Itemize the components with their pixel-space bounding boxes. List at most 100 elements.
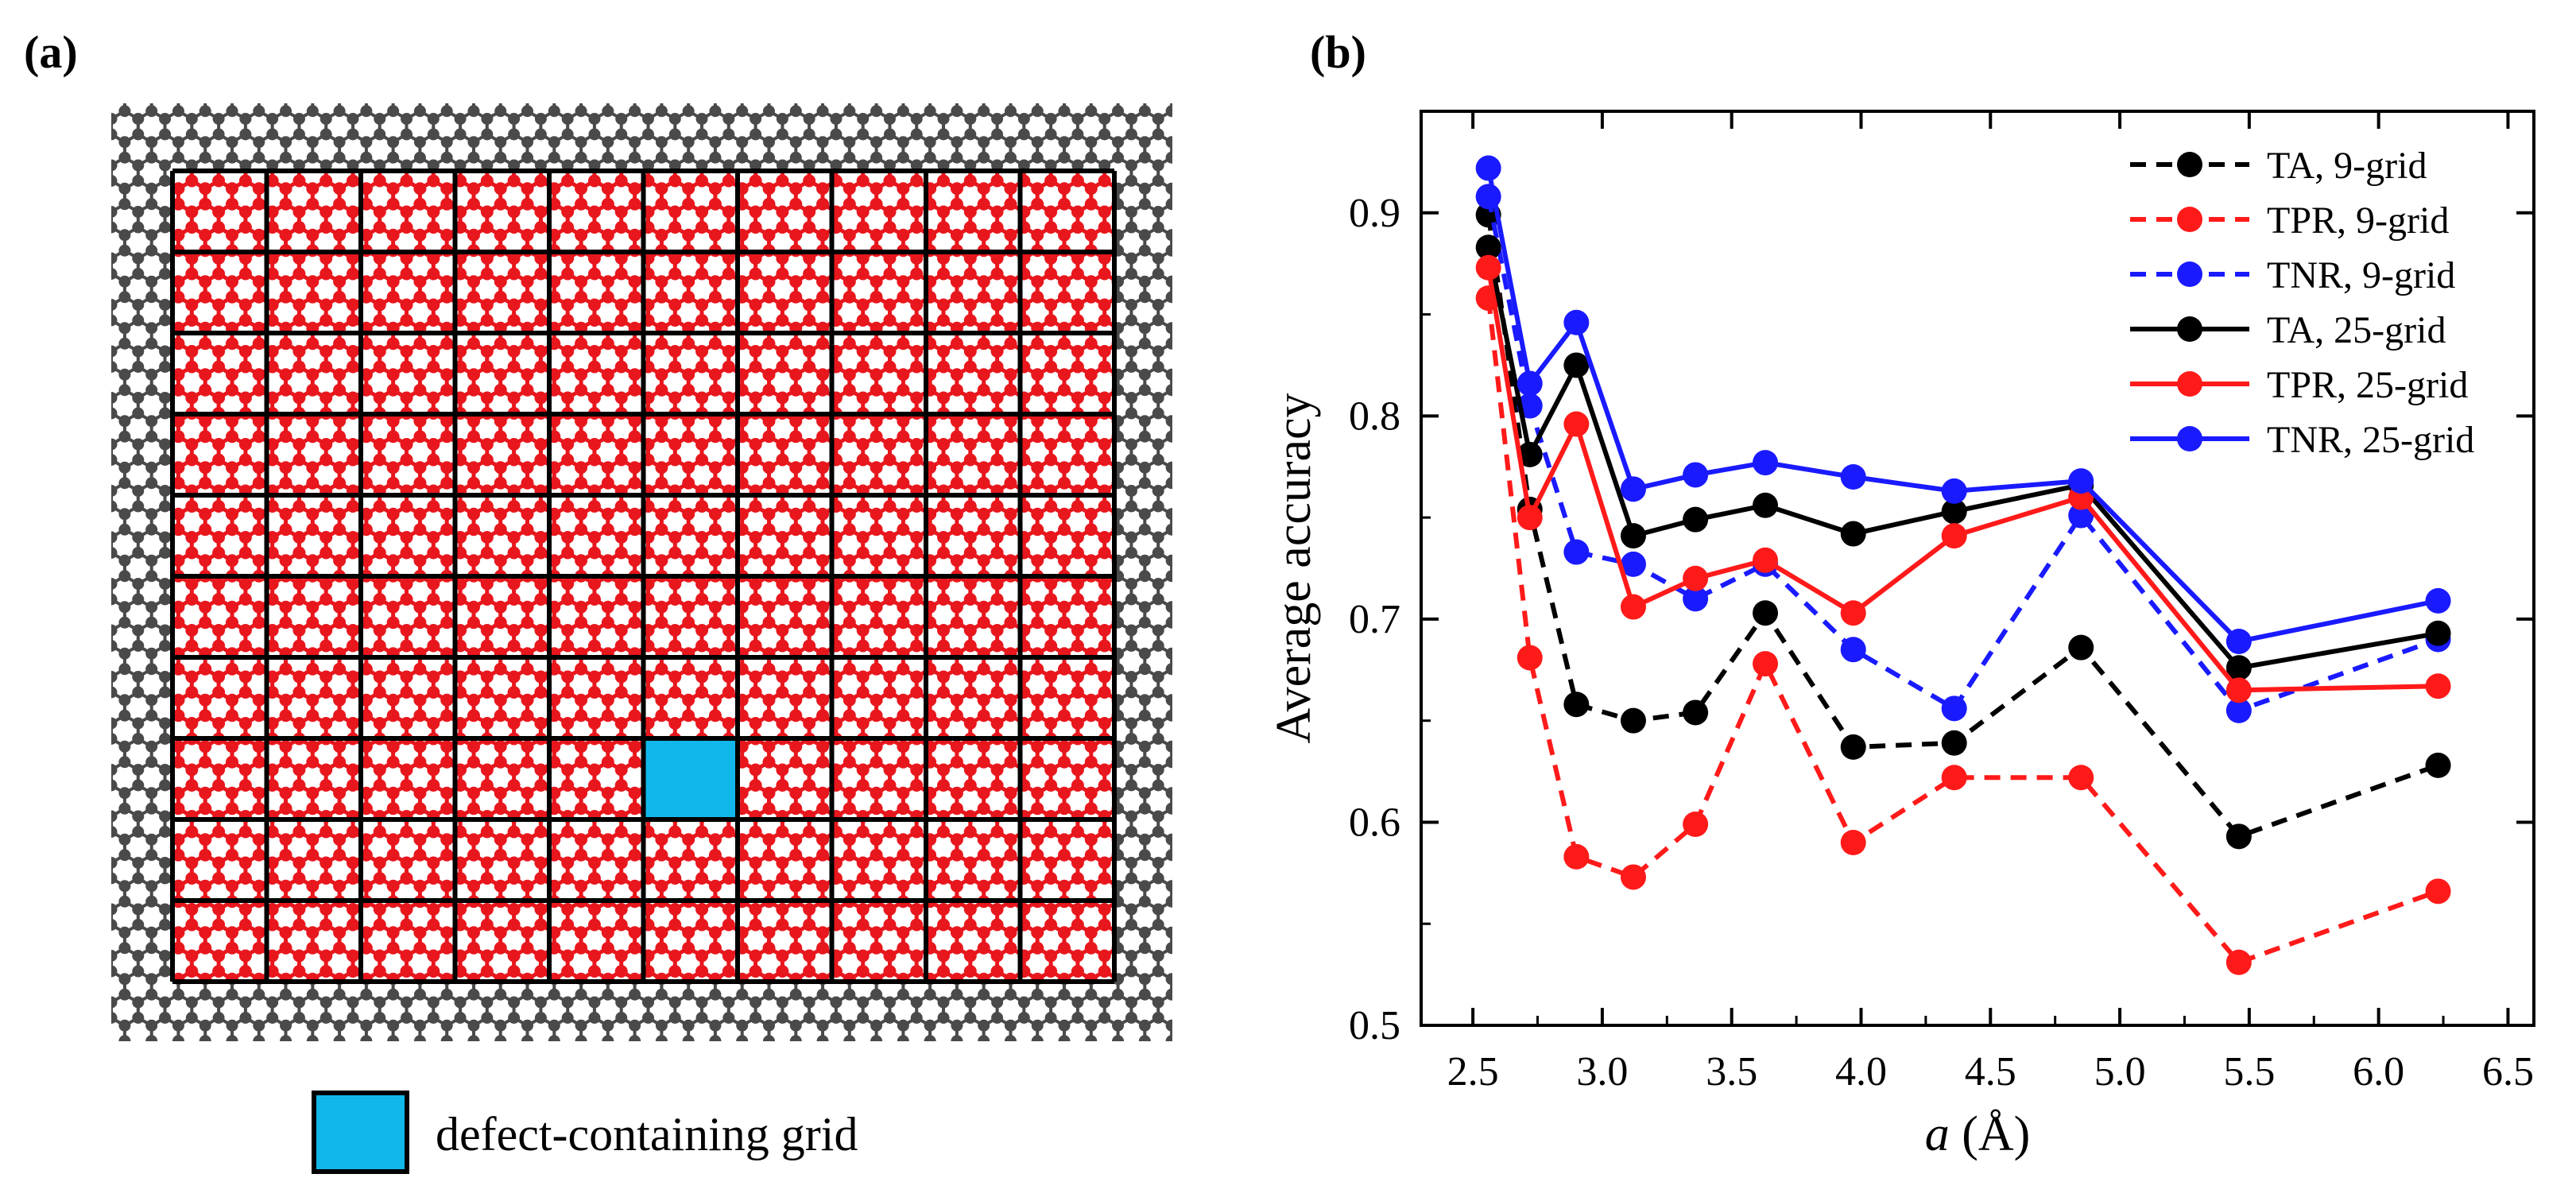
data-series <box>1475 155 2451 975</box>
data-point <box>2068 502 2094 529</box>
data-point <box>1620 551 1646 577</box>
y-tick-label: 0.8 <box>1349 393 1400 439</box>
data-point <box>1683 565 1709 591</box>
data-point <box>1683 586 1709 612</box>
x-axis-title-unit: (Å) <box>1950 1107 2031 1161</box>
data-point <box>2068 765 2094 791</box>
x-tick-label: 5.0 <box>2094 1049 2146 1094</box>
x-tick-label: 4.0 <box>1835 1049 1887 1094</box>
defect-legend-label: defect-containing grid <box>436 1108 858 1160</box>
legend-marker <box>2177 262 2202 287</box>
legend-label: TNR, 25-grid <box>2267 419 2474 461</box>
data-point <box>2225 949 2252 975</box>
legend-label: TA, 9-grid <box>2267 145 2427 187</box>
y-axis-title: Average accuracy <box>1267 393 1321 743</box>
data-point <box>1563 692 1590 718</box>
data-point <box>1941 765 1967 791</box>
plot-area <box>1420 110 2535 1027</box>
data-point <box>1620 476 1646 502</box>
data-point <box>2225 655 2252 681</box>
series-tpr-9-grid <box>1475 285 2451 975</box>
axes: 2.5 3.0 3.5 4.0 4.5 5.0 5.5 6.0 6.5 0.5 0.6 0.7 0.8 0… <box>1349 111 2534 1094</box>
grid-overlay <box>170 169 1117 984</box>
data-point <box>1620 864 1646 890</box>
legend-label: TPR, 9-grid <box>2267 200 2449 242</box>
data-point <box>2225 697 2252 723</box>
data-point <box>1475 155 1501 181</box>
data-point <box>1683 812 1709 837</box>
series-line <box>1486 196 2439 714</box>
series-ta-25-grid <box>1475 234 2451 681</box>
data-point <box>1563 309 1590 335</box>
data-point <box>1941 498 1967 525</box>
data-point <box>1683 506 1709 533</box>
data-point <box>1475 234 1501 261</box>
data-point <box>1517 645 1543 671</box>
data-point <box>1753 547 1779 573</box>
data-point <box>1563 539 1590 565</box>
data-point <box>1620 707 1646 734</box>
data-point <box>2425 752 2451 778</box>
x-axis-title-symbol: a <box>1925 1107 1950 1161</box>
data-point <box>2225 677 2252 703</box>
panel-b-label: (b) <box>1310 26 1366 78</box>
data-point <box>1563 411 1590 437</box>
legend-label: TA, 25-grid <box>2267 309 2446 351</box>
data-point <box>1683 462 1709 488</box>
legend-label: TPR, 25-grid <box>2267 364 2468 406</box>
data-point <box>1753 651 1779 677</box>
y-tick-label: 0.5 <box>1349 1003 1400 1048</box>
y-tick-label: 0.9 <box>1349 191 1400 236</box>
data-point <box>1517 441 1543 467</box>
panel-a-legend: defect-containing grid <box>312 1091 858 1174</box>
data-point <box>1840 830 1866 855</box>
chart-legend: TA, 9-grid TPR, 9-grid TNR, 9-grid TA, 25-g… <box>2130 145 2474 461</box>
data-point <box>1683 699 1709 726</box>
data-point <box>1840 600 1866 626</box>
x-tick-label: 5.5 <box>2223 1049 2275 1094</box>
data-point <box>1753 450 1779 476</box>
legend-marker <box>2177 316 2202 342</box>
data-point <box>1563 352 1590 378</box>
data-point <box>1941 730 1967 756</box>
panel-a-lattice: (a) defect-containing grid <box>24 26 1172 1174</box>
data-point <box>2425 620 2451 646</box>
data-point <box>1563 843 1590 870</box>
data-point <box>1941 695 1967 722</box>
data-point <box>2225 629 2252 654</box>
data-point <box>2068 468 2094 494</box>
legend-marker <box>2177 371 2202 397</box>
x-tick-label: 6.5 <box>2482 1049 2534 1094</box>
data-point <box>2425 587 2451 614</box>
x-tick-label: 6.0 <box>2353 1049 2404 1094</box>
y-tick-label: 0.7 <box>1349 597 1400 642</box>
data-point <box>1620 523 1646 549</box>
data-point <box>1620 594 1646 620</box>
y-tick-label: 0.6 <box>1349 800 1400 845</box>
data-point <box>2225 823 2252 850</box>
data-point <box>2425 673 2451 699</box>
legend-marker <box>2177 426 2202 451</box>
data-point <box>1475 254 1501 281</box>
data-point <box>1941 523 1967 549</box>
defect-grid-cell <box>643 738 738 819</box>
data-point <box>1840 521 1866 547</box>
series-ta-9-grid <box>1475 202 2451 850</box>
data-point <box>1517 370 1543 397</box>
panel-a-label: (a) <box>24 26 78 78</box>
data-point <box>1753 492 1779 518</box>
data-point <box>1941 478 1967 504</box>
series-tnr-25-grid <box>1475 155 2451 654</box>
legend-label: TNR, 9-grid <box>2267 254 2455 296</box>
data-point <box>2068 634 2094 661</box>
data-point <box>1753 600 1779 626</box>
defect-legend-swatch <box>312 1091 409 1174</box>
data-point <box>1840 637 1866 663</box>
x-tick-label: 4.5 <box>1965 1049 2016 1094</box>
x-tick-label: 3.0 <box>1576 1049 1628 1094</box>
legend-marker <box>2177 207 2202 232</box>
panel-b-chart: (b) 2.5 3.0 3.5 4.0 4.5 5.0 5.5 6.0 6.5 0.5 0.6 0.7… <box>1267 26 2535 1161</box>
data-point <box>2425 878 2451 905</box>
legend-marker <box>2177 152 2202 177</box>
